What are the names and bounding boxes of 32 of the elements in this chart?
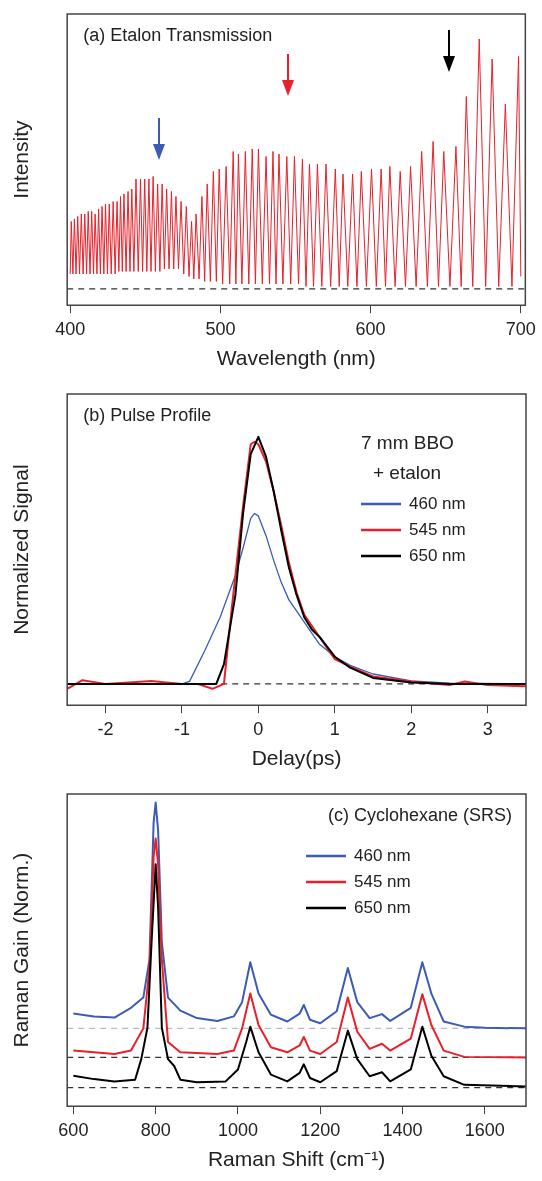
x-tick-label: 1200 xyxy=(300,1119,341,1140)
legend-title: 7 mm BBO + etalon xyxy=(361,432,454,484)
x-axis-title: Delay(ps) xyxy=(251,746,342,770)
x-tick-label: 600 xyxy=(355,318,386,339)
x-tick-label: 1600 xyxy=(464,1119,505,1140)
chart-title: (b) Pulse Profile xyxy=(83,404,212,425)
x-tick-label: 800 xyxy=(140,1119,171,1140)
x-tick-label: -2 xyxy=(97,718,114,739)
y-axis-title: Raman Gain (Norm.) xyxy=(9,852,33,1048)
chart-title: (c) Cyclohexane (SRS) xyxy=(327,804,512,825)
legend-label: 460 nm xyxy=(409,493,466,513)
y-axis-title: Intensity xyxy=(9,120,33,199)
legend-label: 545 nm xyxy=(409,519,466,539)
x-axis-title: Wavelength (nm) xyxy=(216,346,376,370)
x-tick-label: 3 xyxy=(482,718,493,739)
x-tick-label: 700 xyxy=(505,318,536,339)
x-tick-label: 2 xyxy=(406,718,417,739)
legend-label: 545 nm xyxy=(354,871,411,891)
x-tick-label: 400 xyxy=(55,318,86,339)
legend-label: 650 nm xyxy=(409,545,466,565)
x-tick-label: 600 xyxy=(58,1119,89,1140)
x-tick-label: 0 xyxy=(253,718,264,739)
x-tick-label: -1 xyxy=(173,718,190,739)
x-axis-title: Raman Shift (cm⁻¹) xyxy=(207,1147,386,1171)
x-tick-label: 500 xyxy=(205,318,236,339)
y-axis-title: Normalized Signal xyxy=(9,464,33,635)
chart-title: (a) Etalon Transmission xyxy=(83,24,273,45)
legend-label: 650 nm xyxy=(354,897,411,917)
x-tick-label: 1400 xyxy=(382,1119,423,1140)
x-tick-label: 1 xyxy=(329,718,340,739)
x-tick-label: 1000 xyxy=(217,1119,258,1140)
legend-label: 460 nm xyxy=(354,845,411,865)
